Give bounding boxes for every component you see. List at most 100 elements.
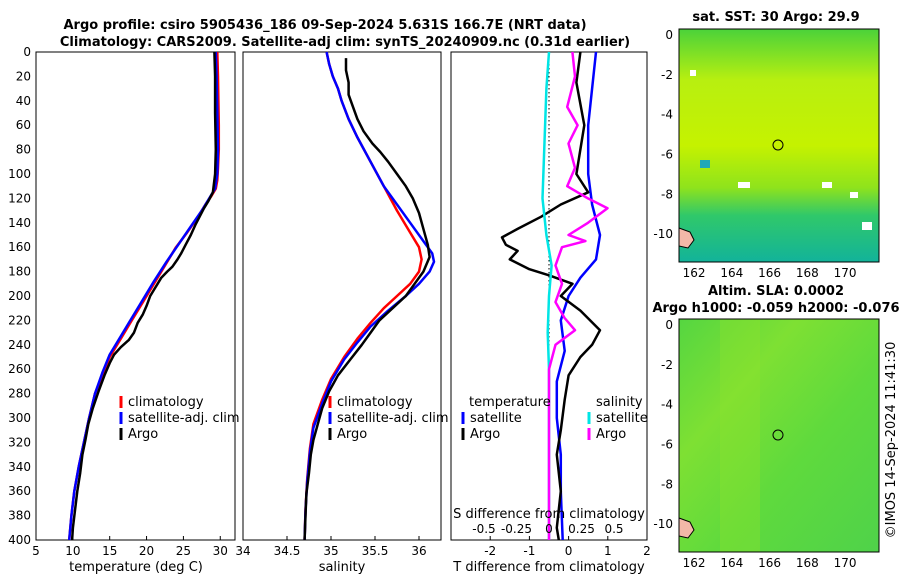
sla-argo-location-marker (772, 429, 784, 441)
s-diff-tick-label: 0.25 (568, 522, 595, 536)
x-tick-label: 20 (139, 544, 154, 558)
series-line-temperature-argo (500, 51, 602, 541)
legend-label: Argo (337, 427, 367, 442)
temperature-legend: climatology satellite-adj. clim Argo (119, 395, 240, 442)
depth-tick-label: 340 (8, 460, 31, 474)
x-tick-label: 15 (102, 544, 117, 558)
lon-tick-label: 170 (834, 266, 857, 280)
depth-tick-label: 360 (8, 484, 31, 498)
depth-tick-label: 300 (8, 411, 31, 425)
depth-tick-label: 120 (8, 191, 31, 205)
s-diff-tick-label: -0.25 (501, 522, 532, 536)
x-tick-label: 35.5 (362, 544, 389, 558)
x-tick-label: 10 (65, 544, 80, 558)
legend-title-temperature: temperature (469, 395, 551, 410)
legend-label: Argo (128, 427, 158, 442)
sst-missing-pixel (738, 182, 750, 188)
x-tick-label: 36 (411, 544, 426, 558)
sst-missing-pixel (690, 70, 696, 76)
salinity-legend: climatology satellite-adj. clim Argo (328, 395, 449, 442)
lat-tick-label: -8 (661, 187, 673, 201)
lat-tick-label: -2 (661, 68, 673, 82)
s-diff-tick-label: -0.5 (472, 522, 495, 536)
lat-tick-label: -4 (661, 398, 673, 412)
sst-missing-pixel (822, 182, 832, 188)
depth-tick-label: 400 (8, 533, 31, 547)
depth-tick-label: 0 (23, 45, 31, 59)
lat-tick-label: -6 (661, 147, 673, 161)
series-line-salinity-argo (547, 51, 609, 540)
depth-tick-label: 80 (16, 143, 31, 157)
lon-tick-label: 164 (720, 266, 743, 280)
salinity-plot (303, 51, 436, 541)
depth-tick-label: 200 (8, 289, 31, 303)
sst-cool-patch (700, 160, 710, 168)
s-diff-tick-label: 0.5 (604, 522, 623, 536)
legend-label: Argo (596, 427, 626, 442)
sst-map-frame (678, 28, 880, 263)
legend-label: climatology (128, 395, 204, 410)
imos-timestamp: ©IMOS 14-Sep-2024 11:41:30 (884, 342, 899, 539)
salinity-panel (242, 51, 442, 541)
lon-tick-label: 170 (834, 556, 857, 570)
sst-field (679, 29, 879, 262)
sst-map (678, 28, 880, 263)
legend-title-salinity: salinity (596, 395, 643, 410)
x-tick-label: 5 (32, 544, 40, 558)
lon-tick-label: 162 (683, 266, 706, 280)
sla-field (679, 319, 879, 552)
lon-tick-label: 168 (796, 556, 819, 570)
sla-high-band (720, 319, 760, 552)
difference-legend: temperature satellite Argo salinity sate… (461, 395, 648, 442)
depth-tick-label: 240 (8, 338, 31, 352)
legend-label: climatology (337, 395, 413, 410)
series-line-satellite-adj-clim (303, 51, 436, 541)
lon-tick-label: 166 (758, 266, 781, 280)
sst-map-title: sat. SST: 30 Argo: 29.9 (692, 10, 859, 25)
lat-tick-label: -6 (661, 437, 673, 451)
difference-plot (500, 51, 609, 541)
series-line-argo (303, 58, 431, 541)
lon-tick-label: 168 (796, 266, 819, 280)
sla-map-title-line2: Argo h1000: -0.059 h2000: -0.076 (652, 301, 899, 316)
depth-tick-label: 100 (8, 167, 31, 181)
sst-argo-location-marker (772, 139, 784, 151)
salinity-xlabel: salinity (319, 560, 366, 575)
x-tick-label: 25 (176, 544, 191, 558)
s-difference-xlabel: S difference from climatology (453, 507, 645, 522)
t-difference-xlabel: T difference from climatology (452, 560, 645, 575)
lat-tick-label: 0 (665, 28, 673, 42)
lat-tick-label: -4 (661, 108, 673, 122)
sla-map-frame (678, 318, 880, 553)
depth-tick-label: 320 (8, 435, 31, 449)
sla-map-title-line1: Altim. SLA: 0.0002 (708, 284, 844, 299)
x-tick-label: 35 (323, 544, 338, 558)
lat-tick-label: -8 (661, 477, 673, 491)
depth-tick-label: 260 (8, 362, 31, 376)
sst-missing-pixel (850, 192, 858, 198)
lat-tick-label: -10 (653, 227, 673, 241)
temperature-xlabel: temperature (deg C) (69, 560, 203, 575)
x-tick-label: 2 (643, 544, 651, 558)
depth-tick-label: 220 (8, 313, 31, 327)
depth-tick-label: 380 (8, 509, 31, 523)
depth-tick-label: 160 (8, 240, 31, 254)
series-line-satellite-adj-clim (67, 51, 220, 541)
depth-tick-label: 140 (8, 216, 31, 230)
sst-missing-pixel (862, 222, 872, 230)
x-tick-label: 34.5 (274, 544, 301, 558)
temperature-panel (35, 51, 236, 541)
lat-tick-label: -10 (653, 517, 673, 531)
x-tick-label: -1 (523, 544, 535, 558)
depth-tick-label: 280 (8, 387, 31, 401)
x-tick-label: 0 (565, 544, 573, 558)
lon-tick-label: 164 (720, 556, 743, 570)
depth-tick-label: 20 (16, 69, 31, 83)
x-tick-label: -2 (484, 544, 496, 558)
legend-label: satellite (596, 411, 648, 426)
legend-label: satellite-adj. clim (337, 411, 449, 426)
x-tick-label: 34 (235, 544, 250, 558)
sla-map (678, 318, 880, 553)
temperature-plot (67, 51, 221, 541)
